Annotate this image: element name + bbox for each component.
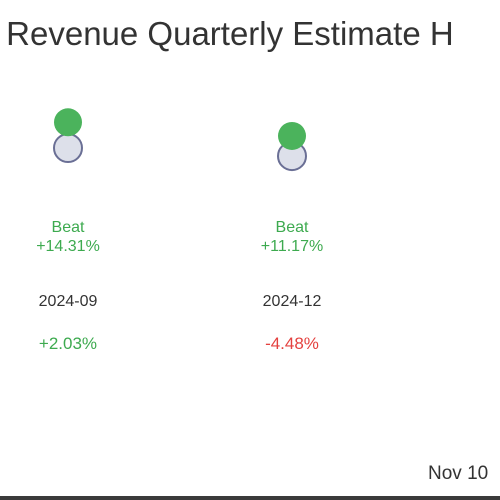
period-column: Beat +11.17% 2024-12 -4.48% [261, 121, 323, 353]
period-label: 2024-09 [39, 293, 98, 310]
change-label: -4.48% [265, 334, 319, 353]
chart-title: ) Revenue Quarterly Estimate H [0, 15, 454, 52]
actual-point [54, 108, 82, 137]
surprise-label: +14.31% [36, 238, 100, 255]
footer-date: Nov 10 [428, 463, 489, 484]
status-label: Beat [276, 219, 309, 236]
actual-point [278, 121, 306, 150]
status-label: Beat [52, 219, 85, 236]
period-label: 2024-12 [263, 293, 322, 310]
surprise-label: +11.17% [261, 238, 323, 255]
change-label: +2.03% [39, 334, 97, 353]
estimate-point [53, 133, 83, 163]
period-column: Beat +14.31% 2024-09 +2.03% [36, 108, 100, 353]
bottom-divider [0, 496, 500, 500]
